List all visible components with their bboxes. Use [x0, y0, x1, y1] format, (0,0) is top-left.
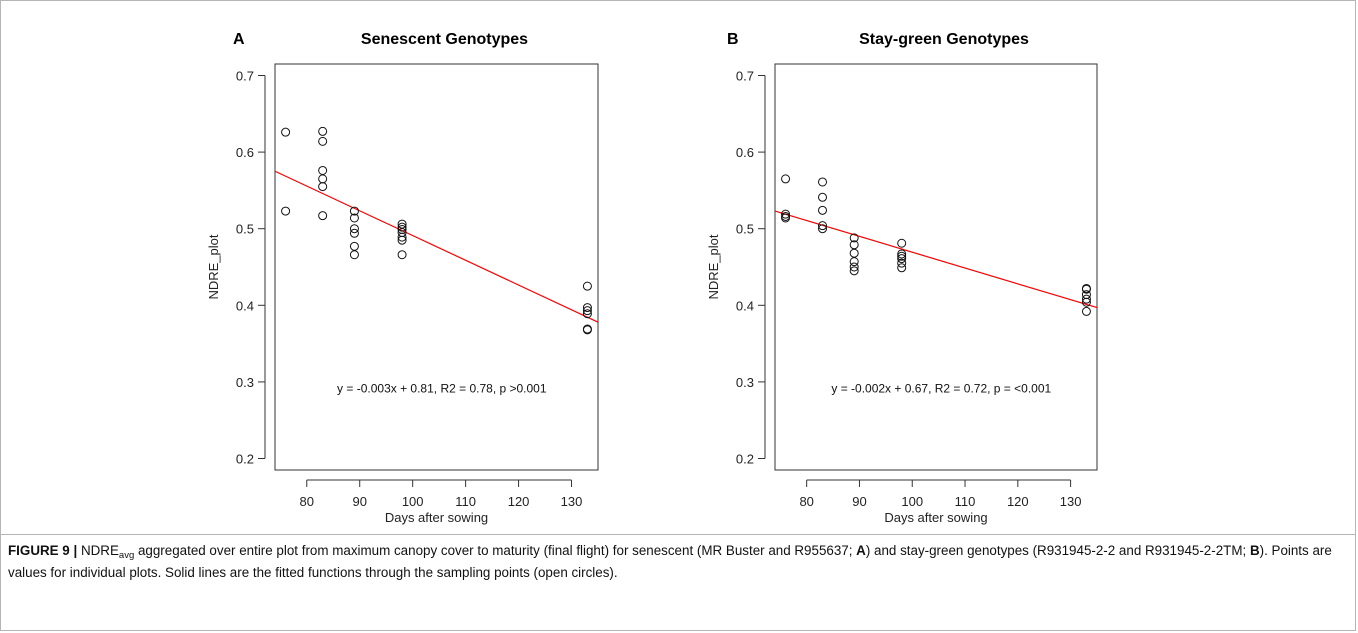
data-point [281, 127, 291, 137]
y-tick-label: 0.4 [236, 298, 254, 313]
data-point [582, 309, 592, 319]
x-tick-label: 130 [1060, 494, 1082, 509]
x-tick-label: 90 [352, 494, 366, 509]
regression-equation: y = -0.003x + 0.81, R2 = 0.78, p >0.001 [337, 382, 547, 396]
fit-line [774, 210, 1098, 309]
figure-caption: FIGURE 9 | NDREavg aggregated over entir… [8, 540, 1348, 584]
x-tick-label: 120 [1007, 494, 1029, 509]
data-point [349, 241, 359, 251]
data-point [849, 266, 859, 276]
y-tick-label: 0.7 [236, 68, 254, 83]
x-tick-label: 130 [561, 494, 583, 509]
x-tick-label: 100 [402, 494, 424, 509]
chart-title: Stay-green Genotypes [859, 31, 1029, 48]
data-point [349, 206, 359, 216]
y-tick-label: 0.6 [236, 145, 254, 160]
data-point [1081, 284, 1091, 294]
data-point [318, 182, 328, 192]
data-point [897, 251, 907, 261]
data-point [897, 258, 907, 268]
data-point [1081, 306, 1091, 316]
y-tick-label: 0.7 [736, 68, 754, 83]
data-point [318, 165, 328, 175]
data-point [318, 174, 328, 184]
x-tick-label: 90 [852, 494, 866, 509]
data-point [897, 238, 907, 248]
data-point [818, 192, 828, 202]
data-point [1081, 290, 1091, 300]
data-point [582, 306, 592, 316]
y-tick-label: 0.2 [736, 452, 754, 467]
data-point [318, 211, 328, 221]
caption-text-2: aggregated over entire plot from maximum… [134, 543, 857, 558]
data-point [818, 224, 828, 234]
data-point [897, 249, 907, 259]
regression-equation: y = -0.002x + 0.67, R2 = 0.72, p = <0.00… [831, 382, 1051, 396]
y-tick-label: 0.4 [736, 298, 754, 313]
data-point [349, 213, 359, 223]
data-point [897, 254, 907, 264]
data-point [281, 206, 291, 216]
data-point [781, 209, 791, 219]
y-tick-label: 0.5 [736, 222, 754, 237]
x-tick-label: 110 [455, 494, 476, 509]
data-point [397, 250, 407, 260]
caption-text-3: ) and stay-green genotypes (R931945-2-2 … [865, 543, 1250, 558]
data-point [349, 228, 359, 238]
caption-divider [1, 534, 1355, 535]
data-point [318, 126, 328, 136]
x-tick-label: 80 [300, 494, 314, 509]
caption-subscript: avg [118, 550, 135, 561]
y-axis-title: NDRE_plot [706, 234, 721, 299]
x-tick-label: 80 [799, 494, 813, 509]
data-point [1081, 294, 1091, 304]
data-point [818, 177, 828, 187]
figure-plots: A Senescent Genotypes 80 90 100 110 120 130 0.2 0… [206, 31, 1098, 525]
x-tick-label: 120 [508, 494, 530, 509]
data-point [397, 222, 407, 232]
data-point [897, 263, 907, 273]
x-tick-label: 110 [955, 494, 976, 509]
panel-b: B Stay-green Genotypes 80 90 100 110 120 130 0.2… [706, 31, 1098, 525]
data-point [818, 221, 828, 231]
data-point [849, 257, 859, 267]
caption-text-1: NDRE [77, 543, 119, 558]
x-tick-label: 100 [901, 494, 923, 509]
caption-panel-ref-a: A [856, 543, 866, 558]
panel-a: A Senescent Genotypes 80 90 100 110 120 130 0.2 0… [206, 31, 599, 525]
plot-area [274, 63, 599, 471]
data-point [582, 325, 592, 335]
data-point [397, 235, 407, 245]
plot-area [774, 63, 1098, 471]
panel-label: A [233, 31, 245, 48]
caption-panel-ref-b: B [1249, 543, 1260, 558]
data-point [781, 213, 791, 223]
data-point [349, 250, 359, 260]
caption-label: FIGURE 9 | [8, 543, 78, 558]
data-point [349, 224, 359, 234]
data-point [849, 233, 859, 243]
caption-text-4: ). Points are values for individual plot… [8, 543, 1332, 580]
panel-label: B [727, 31, 739, 48]
data-point [318, 136, 328, 146]
fit-line [274, 170, 599, 323]
data-point [849, 262, 859, 272]
y-axis-title: NDRE_plot [206, 234, 221, 299]
data-point [849, 248, 859, 258]
x-axis-title: Days after sowing [385, 510, 488, 525]
x-axis-title: Days after sowing [884, 510, 987, 525]
data-point [582, 281, 592, 291]
data-point [582, 303, 592, 313]
y-tick-label: 0.3 [736, 375, 754, 390]
y-tick-label: 0.2 [236, 452, 254, 467]
data-point [818, 205, 828, 215]
chart-title: Senescent Genotypes [361, 31, 528, 48]
y-tick-label: 0.5 [236, 222, 254, 237]
data-point [781, 174, 791, 184]
data-point [397, 232, 407, 242]
y-tick-label: 0.3 [236, 375, 254, 390]
data-point [1081, 297, 1091, 307]
y-tick-label: 0.6 [736, 145, 754, 160]
